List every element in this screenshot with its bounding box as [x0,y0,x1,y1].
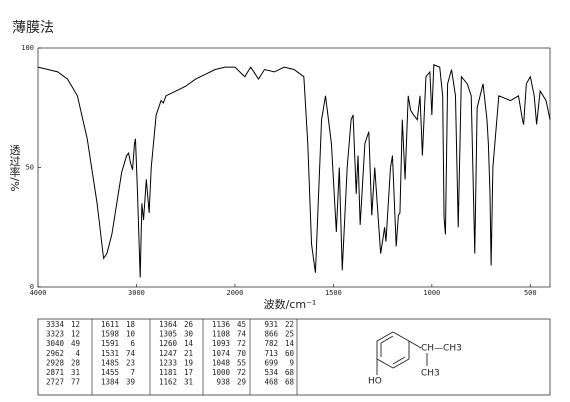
peak-transmittance: 12 [71,320,80,329]
x-tick-label: 500 [524,289,537,297]
chart-title: 薄膜法 [12,20,54,36]
x-tick-label: 3000 [128,289,145,297]
peak-wavenumber: 866 [264,330,278,339]
peak-transmittance: 29 [237,378,246,387]
peak-transmittance: 31 [71,368,80,377]
peak-wavenumber: 1000 [212,368,231,377]
peak-wavenumber: 1260 [159,339,178,348]
peak-transmittance: 49 [71,339,80,348]
peak-wavenumber: 938 [216,378,230,387]
peak-transmittance: 28 [71,358,81,367]
peak-transmittance: 6 [130,339,135,348]
substituent-label: CH—CH3 [421,344,462,354]
peak-transmittance: 26 [184,320,194,329]
bond [408,340,422,349]
peak-wavenumber: 1455 [101,368,119,377]
peak-wavenumber: 1093 [212,339,230,348]
peak-transmittance: 10 [126,330,136,339]
peak-wavenumber: 3040 [46,339,65,348]
peak-transmittance: 12 [71,330,80,339]
peak-wavenumber: 1384 [101,378,120,387]
peak-wavenumber: 1598 [101,330,120,339]
peak-wavenumber: 713 [264,349,278,358]
peak-transmittance: 23 [126,358,135,367]
peak-transmittance: 72 [237,368,246,377]
peak-wavenumber: 782 [264,339,278,348]
peak-wavenumber: 1074 [212,349,231,358]
peak-transmittance: 4 [75,349,80,358]
y-tick-label: 100 [21,44,34,52]
peak-wavenumber: 1048 [212,358,231,367]
peak-table-frame [37,318,551,396]
peak-wavenumber: 1247 [159,349,177,358]
peak-wavenumber: 1531 [101,349,119,358]
peak-transmittance: 14 [285,339,295,348]
peak-transmittance: 30 [184,330,194,339]
peak-wavenumber: 1162 [159,378,177,387]
peak-transmittance: 21 [184,349,193,358]
peak-transmittance: 17 [184,368,193,377]
peak-wavenumber: 2871 [46,368,64,377]
peak-transmittance: 74 [126,349,136,358]
peak-transmittance: 31 [184,378,193,387]
peak-transmittance: 39 [126,378,135,387]
peak-transmittance: 9 [289,358,294,367]
methyl-label: CH3 [421,369,440,379]
peak-wavenumber: 699 [264,358,278,367]
peak-wavenumber: 1611 [101,320,119,329]
benzene-ring [376,331,410,369]
peak-wavenumber: 1364 [159,320,178,329]
peak-wavenumber: 2727 [46,378,64,387]
double-bond [392,356,406,365]
peak-transmittance: 55 [237,358,246,367]
peak-wavenumber: 1591 [101,339,119,348]
peak-wavenumber: 1108 [212,330,231,339]
y-tick-label: 0 [30,283,34,291]
peak-transmittance: 74 [237,330,247,339]
x-tick-label: 4000 [30,289,47,297]
peak-wavenumber: 3334 [46,320,65,329]
peak-wavenumber: 468 [264,378,278,387]
peak-transmittance: 14 [184,339,194,348]
y-axis-label: 透过率/% [8,144,21,191]
x-tick-label: 2000 [226,289,243,297]
peak-transmittance: 19 [184,358,193,367]
peak-wavenumber: 2928 [46,358,65,367]
peak-wavenumber: 3323 [46,330,64,339]
peak-wavenumber: 931 [264,320,278,329]
peak-transmittance: 22 [285,320,294,329]
structure [376,331,428,375]
peak-transmittance: 18 [126,320,136,329]
hydroxyl-label: HO [368,377,382,387]
peak-transmittance: 70 [237,349,247,358]
spectrum-line [37,63,551,278]
peak-wavenumber: 1181 [159,368,177,377]
peak-transmittance: 45 [237,320,246,329]
peak-transmittance: 72 [237,339,246,348]
peak-transmittance: 7 [130,368,135,377]
x-tick-label: 1500 [325,289,342,297]
peak-transmittance: 77 [71,378,80,387]
double-bond [380,335,394,344]
x-axis-label: 波数/cm⁻¹ [264,298,317,311]
peak-transmittance: 68 [285,368,295,377]
peak-wavenumber: 1485 [101,358,119,367]
peak-wavenumber: 1136 [212,320,231,329]
peak-transmittance: 60 [285,349,295,358]
peak-wavenumber: 1305 [159,330,177,339]
peak-transmittance: 68 [285,378,295,387]
peak-wavenumber: 2962 [46,349,64,358]
x-tick-label: 1000 [423,289,440,297]
y-tick-label: 50 [26,164,34,172]
peak-wavenumber: 534 [264,368,278,377]
peak-wavenumber: 1233 [159,358,177,367]
peak-transmittance: 25 [285,330,294,339]
